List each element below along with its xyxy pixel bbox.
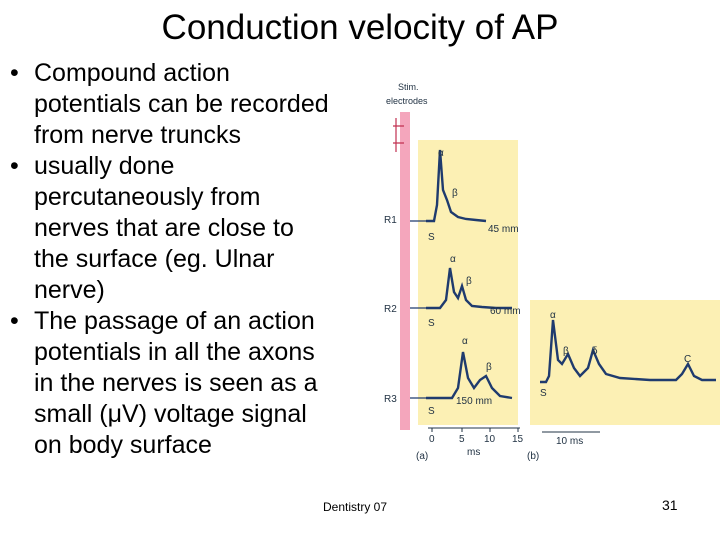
beta-peak-label: β	[563, 346, 569, 357]
panel-a-label: (a)	[416, 451, 428, 462]
beta-peak-label: β	[466, 276, 472, 287]
beta-peak-label: β	[486, 362, 492, 373]
axis-tick-label: 0	[429, 434, 435, 445]
c-fiber-peak-label: C	[684, 354, 691, 365]
bullet-line: in the nerves is seen as a	[34, 369, 318, 397]
panel-b-background	[530, 300, 720, 425]
bullet-item: • The passage of an action potentials in…	[10, 306, 370, 461]
nerve-strip	[400, 112, 410, 430]
bullet-line: potentials can be recorded	[34, 90, 329, 118]
stim-artifact-label: S	[428, 318, 435, 329]
stim-artifact-label: S	[540, 388, 547, 399]
bullet-item: • usually done percutaneously from nerve…	[10, 151, 370, 306]
alpha-peak-label: α	[438, 148, 444, 159]
bullet-marker: •	[10, 59, 19, 87]
recording-label: R2	[384, 304, 397, 315]
distance-label: 60 mm	[490, 306, 521, 317]
alpha-peak-label: α	[462, 336, 468, 347]
stim-label: Stim.	[398, 82, 419, 92]
bullet-item: • Compound action potentials can be reco…	[10, 58, 370, 151]
trace-r2	[426, 267, 512, 310]
bullet-line: from nerve truncks	[34, 121, 242, 149]
trace-r1	[426, 149, 487, 223]
axis-tick-label: 10	[484, 434, 496, 445]
stim-artifact-label: S	[428, 406, 435, 417]
footer-text: Dentistry 07	[323, 500, 388, 514]
beta-peak-label: β	[452, 188, 458, 199]
stim-electrode-icon	[393, 118, 404, 152]
recording-label: R1	[384, 215, 397, 226]
bullet-line: usually done	[34, 152, 175, 180]
bullet-line: Compound action	[34, 59, 230, 87]
bullet-line: on body surface	[34, 431, 212, 459]
stim-artifact-label: S	[428, 232, 435, 243]
panel-a-axis	[428, 427, 520, 432]
distance-label: 45 mm	[488, 224, 519, 235]
bullet-line: The passage of an action	[34, 307, 315, 335]
trace-r3	[426, 351, 513, 400]
stim-label: electrodes	[386, 96, 428, 106]
recording-label: R3	[384, 394, 397, 405]
alpha-peak-label: α	[550, 310, 556, 321]
bullet-marker: •	[10, 152, 19, 180]
scale-bar-label: 10 ms	[556, 436, 583, 447]
axis-tick-label: 5	[459, 434, 465, 445]
axis-unit-label: ms	[467, 447, 480, 458]
bullet-line: nerve)	[34, 276, 105, 304]
bullet-line: the surface (eg. Ulnar	[34, 245, 275, 273]
bullet-line: nerves that are close to	[34, 214, 294, 242]
panel-b-label: (b)	[527, 451, 539, 462]
bullet-list: • Compound action potentials can be reco…	[10, 58, 370, 461]
axis-tick-label: 15	[512, 434, 524, 445]
delta-peak-label: δ	[592, 346, 598, 357]
bullet-marker: •	[10, 307, 19, 335]
trace-panel-b	[540, 319, 716, 384]
bullet-line: percutaneously from	[34, 183, 261, 211]
alpha-peak-label: α	[450, 254, 456, 265]
distance-label: 150 mm	[456, 396, 492, 407]
bullet-line: potentials in all the axons	[34, 338, 315, 366]
page-number: 31	[662, 497, 678, 513]
slide-title: Conduction velocity of AP	[161, 8, 559, 47]
bullet-line: small (μV) voltage signal	[34, 400, 307, 428]
